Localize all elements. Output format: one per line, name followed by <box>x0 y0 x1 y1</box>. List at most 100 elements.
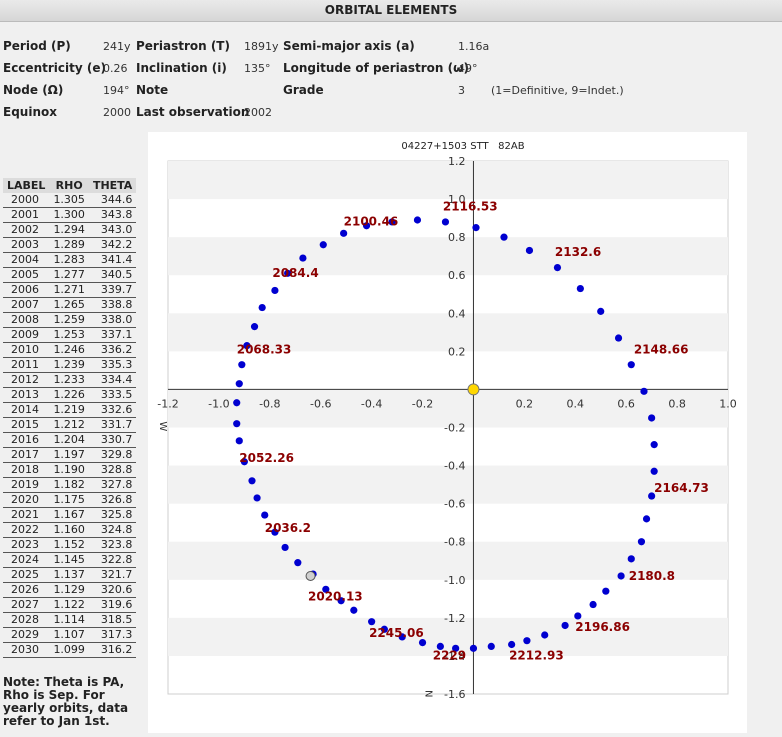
table-row: 2018 1.190 328.8 <box>3 462 137 478</box>
chart-title: 04227+1503 STT 82AB <box>401 141 524 152</box>
header-title: ORBITAL ELEMENTS <box>324 3 458 17</box>
row-label-cell: 2020 <box>3 492 50 508</box>
row-theta-cell: 333.5 <box>88 387 137 403</box>
ephemeris-table: LABEL RHO THETA 2000 1.305 344.6 2001 1.300 3… <box>3 178 137 658</box>
eccentricity-label: Eccentricity (e) <box>3 61 106 75</box>
table-row: 2023 1.152 323.8 <box>3 537 137 553</box>
row-rho-cell: 1.300 <box>49 207 89 223</box>
row-label-cell: 2022 <box>3 522 50 538</box>
row-rho-cell: 1.212 <box>49 417 89 433</box>
table-row: 2013 1.226 333.5 <box>3 387 137 403</box>
row-theta-cell: 317.3 <box>88 627 137 643</box>
orbit-point <box>322 585 330 593</box>
current-position-marker <box>305 570 316 581</box>
orbit-point <box>561 621 569 630</box>
row-label-cell: 2017 <box>3 447 50 463</box>
row-rho-cell: 1.253 <box>49 327 89 343</box>
note-label: Note <box>136 83 169 97</box>
table-row: 2025 1.137 321.7 <box>3 567 137 583</box>
inclination-label: Inclination (i) <box>136 61 227 75</box>
row-rho-cell: 1.145 <box>49 552 89 568</box>
grid-band <box>168 617 728 656</box>
orbit-point <box>319 241 327 249</box>
orbit-point <box>250 323 259 331</box>
row-rho-cell: 1.197 <box>49 447 89 463</box>
table-row: 2028 1.114 318.5 <box>3 612 137 628</box>
orbit-point <box>441 218 450 226</box>
orbit-point <box>398 633 406 641</box>
orbit-point <box>553 264 562 272</box>
row-rho-cell: 1.129 <box>49 582 89 598</box>
orbit-year-label: 2100.46 <box>344 215 399 229</box>
orbit-point <box>340 229 348 237</box>
node-label: Node (Ω) <box>3 83 64 97</box>
row-theta-cell: 334.4 <box>88 372 137 388</box>
table-row: 2005 1.277 340.5 <box>3 267 137 283</box>
orbit-point <box>648 414 656 422</box>
orbit-year-label: 2212.93 <box>509 649 564 663</box>
row-rho-cell: 1.239 <box>49 357 89 373</box>
orbit-point <box>640 387 648 395</box>
table-row: 2020 1.175 326.8 <box>3 492 137 508</box>
y-tick-label: -0.8 <box>444 536 465 549</box>
orbit-point <box>452 644 460 652</box>
row-rho-cell: 1.160 <box>49 522 89 538</box>
row-label-cell: 2021 <box>3 507 50 523</box>
x-tick-label: 0.2 <box>516 397 534 410</box>
row-theta-cell: 332.6 <box>88 402 137 418</box>
orbit-point <box>350 606 358 614</box>
orbit-point <box>294 559 302 567</box>
orbit-point <box>650 441 658 449</box>
row-rho-cell: 1.246 <box>49 342 89 358</box>
row-theta-cell: 330.7 <box>88 432 137 448</box>
eccentricity-value: 0.26 <box>103 62 128 75</box>
orbit-year-label: 2180.8 <box>629 569 675 583</box>
orbit-year-label: 2164.73 <box>654 481 709 495</box>
row-label-cell: 2003 <box>3 237 50 253</box>
row-theta-cell: 338.0 <box>88 312 137 328</box>
row-rho-cell: 1.107 <box>49 627 89 643</box>
row-theta-cell: 343.0 <box>88 222 137 238</box>
row-rho-cell: 1.152 <box>49 537 89 553</box>
semimajor-value: 1.16a <box>458 40 490 53</box>
row-rho-cell: 1.167 <box>49 507 89 523</box>
grade-label: Grade <box>283 83 324 97</box>
row-label-cell: 2007 <box>3 297 50 313</box>
row-theta-cell: 324.8 <box>88 522 137 538</box>
orbital-elements-header: ORBITAL ELEMENTS <box>0 0 782 22</box>
row-rho-cell: 1.219 <box>49 402 89 418</box>
orbit-point <box>368 618 376 626</box>
orbit-point <box>602 587 610 595</box>
orbit-point <box>648 492 656 500</box>
row-rho-cell: 1.305 <box>49 193 89 208</box>
orbit-point <box>248 477 256 485</box>
row-label-cell: 2018 <box>3 462 50 478</box>
row-theta-cell: 335.3 <box>88 357 137 373</box>
orbit-point <box>238 361 246 369</box>
row-label-cell: 2014 <box>3 402 50 418</box>
orbit-point <box>362 222 371 230</box>
orbit-point <box>253 494 261 502</box>
orbit-point <box>541 631 549 639</box>
table-row: 2003 1.289 342.2 <box>3 237 137 253</box>
table-row: 2017 1.197 329.8 <box>3 447 137 463</box>
orbit-point <box>627 361 635 369</box>
orbit-point <box>233 399 241 407</box>
row-label-cell: 2012 <box>3 372 50 388</box>
orbit-point <box>597 307 605 315</box>
equinox-value: 2000 <box>103 106 131 119</box>
row-rho-cell: 1.233 <box>49 372 89 388</box>
orbit-point <box>508 640 516 649</box>
row-rho-cell: 1.099 <box>49 642 89 658</box>
orbit-plot-panel: 04227+1503 STT 82AB -1.2 -1.0 -0.8 -0.6 -0.4… <box>148 132 747 733</box>
row-theta-cell: 322.8 <box>88 552 137 568</box>
table-row: 2029 1.107 317.3 <box>3 627 137 643</box>
orbit-point <box>388 218 396 226</box>
ephemeris-body: 2000 1.305 344.6 2001 1.300 343.8 2002 1.294 343… <box>3 193 137 658</box>
row-label-cell: 2002 <box>3 222 50 238</box>
x-tick-label: -0.2 <box>412 397 433 410</box>
table-row: 2026 1.129 320.6 <box>3 582 137 598</box>
row-theta-cell: 326.8 <box>88 492 137 508</box>
last-observation-value: 2002 <box>244 106 272 119</box>
x-tick-label: 0.6 <box>617 397 635 410</box>
